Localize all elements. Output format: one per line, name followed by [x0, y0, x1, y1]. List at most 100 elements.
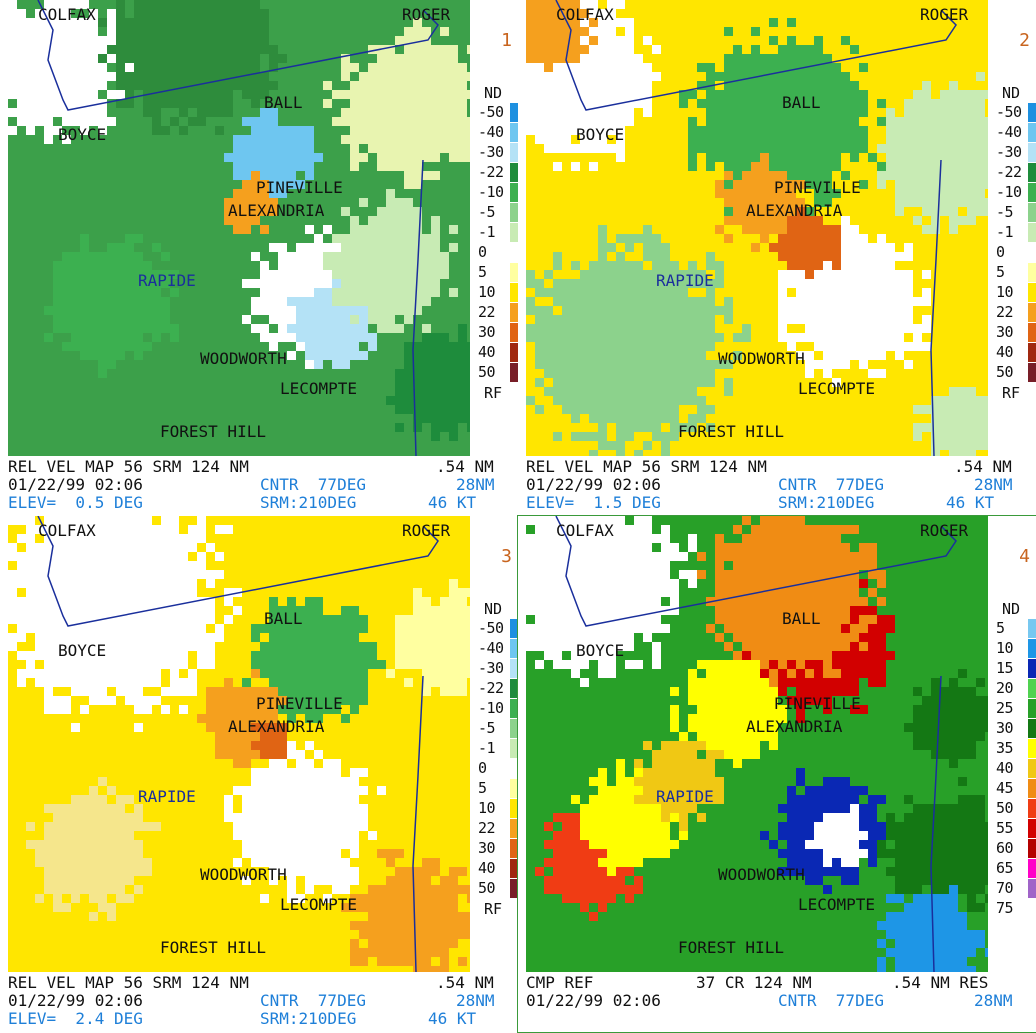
- place-label-colfax: COLFAX: [556, 5, 614, 24]
- legend-label: 50: [996, 799, 1014, 817]
- legend-swatch: [510, 223, 518, 242]
- place-label-woodworth: WOODWORTH: [200, 349, 287, 368]
- panel-number: 4: [1019, 546, 1030, 567]
- legend-swatch: [1028, 323, 1036, 342]
- legend-row: -5: [986, 202, 1036, 222]
- place-label-forest-hill: FOREST HILL: [160, 938, 266, 957]
- legend-row: 55: [986, 818, 1036, 838]
- center-label: CNTR 77DEG: [260, 991, 366, 1010]
- legend-row: 50: [468, 878, 518, 898]
- legend-row: 5: [468, 262, 518, 282]
- legend-swatch: [1028, 163, 1036, 182]
- legend-label: 20: [996, 679, 1014, 697]
- map-area[interactable]: COLFAX ROGER BALL BOYCE PINEVILLE ALEXANDRIA R…: [8, 516, 470, 972]
- place-label-boyce: BOYCE: [576, 641, 624, 660]
- legend-swatch: [510, 363, 518, 382]
- legend-swatch: [1028, 879, 1036, 898]
- radar-panel-4[interactable]: COLFAX ROGER BALL BOYCE PINEVILLE ALEXANDRIA R…: [517, 515, 1036, 1033]
- legend-swatch: [510, 283, 518, 302]
- legend-swatch: [1028, 143, 1036, 162]
- legend-swatch: [1028, 679, 1036, 698]
- legend-swatch: [1028, 263, 1036, 282]
- radar-panel-3[interactable]: COLFAX ROGER BALL BOYCE PINEVILLE ALEXANDRIA R…: [0, 516, 518, 1032]
- resolution-label: .54 NM: [436, 457, 494, 476]
- place-label-lecompte: LECOMPTE: [798, 895, 875, 914]
- map-area[interactable]: COLFAX ROGER BALL BOYCE PINEVILLE ALEXANDRIA R…: [526, 516, 988, 972]
- legend-row: -30: [468, 658, 518, 678]
- product-label: REL VEL MAP 56 SRM 124 NM: [526, 457, 767, 476]
- legend-swatch: [510, 679, 518, 698]
- place-label-forest-hill: FOREST HILL: [678, 938, 784, 957]
- legend-row: 15: [986, 658, 1036, 678]
- place-label-alexandria: ALEXANDRIA: [746, 201, 843, 220]
- legend-label: -5: [478, 719, 496, 737]
- product-label: REL VEL MAP 56 SRM 124 NM: [8, 457, 249, 476]
- place-label-ball: BALL: [264, 93, 303, 112]
- legend-swatch: [1028, 699, 1036, 718]
- panel-number: 1: [501, 30, 512, 51]
- legend-label: -10: [478, 183, 504, 201]
- legend-row: -5: [468, 202, 518, 222]
- legend-row: -22: [986, 162, 1036, 182]
- place-label-rapide: RAPIDE: [656, 271, 714, 290]
- legend-label: 50: [478, 363, 496, 381]
- legend-row: 30: [986, 718, 1036, 738]
- place-label-ball: BALL: [782, 93, 821, 112]
- color-legend: ND 5 10 15 20 25 30 35 40 45 50 55 60 65 70 75: [986, 600, 1036, 918]
- place-label-woodworth: WOODWORTH: [200, 865, 287, 884]
- legend-swatch: [1028, 799, 1036, 818]
- map-area[interactable]: COLFAX ROGER BALL BOYCE PINEVILLE ALEXANDRIA R…: [526, 0, 988, 456]
- legend-row: -5: [468, 718, 518, 738]
- legend-label: 22: [478, 303, 496, 321]
- legend-label: -1: [478, 739, 496, 757]
- legend-swatch: [510, 343, 518, 362]
- center-label: CNTR 77DEG: [260, 475, 366, 494]
- legend-row: 40: [468, 342, 518, 362]
- legend-label: 25: [996, 699, 1014, 717]
- place-label-lecompte: LECOMPTE: [280, 379, 357, 398]
- legend-label: 5: [478, 779, 487, 797]
- legend-swatch: [1028, 739, 1036, 758]
- legend-swatch: [510, 839, 518, 858]
- legend-label: -1: [996, 223, 1014, 241]
- legend-swatch: [1028, 243, 1036, 262]
- legend-label: 10: [996, 639, 1014, 657]
- map-area[interactable]: COLFAX ROGER BALL BOYCE PINEVILLE ALEXANDRIA R…: [8, 0, 470, 456]
- srm-label: SRM:210DEG: [260, 1009, 357, 1028]
- radar-panel-2[interactable]: COLFAX ROGER BALL BOYCE PINEVILLE ALEXANDRIA R…: [518, 0, 1036, 516]
- legend-row: 50: [986, 798, 1036, 818]
- legend-row: -10: [986, 182, 1036, 202]
- legend-label: 50: [478, 879, 496, 897]
- srm-label: SRM:210DEG: [260, 493, 357, 512]
- legend-swatch: [510, 739, 518, 758]
- legend-label: 5: [478, 263, 487, 281]
- legend-row: 10: [468, 282, 518, 302]
- place-label-roger: ROGER: [402, 521, 451, 540]
- radar-panel-1[interactable]: COLFAX ROGER BALL BOYCE PINEVILLE ALEXANDRIA R…: [0, 0, 518, 516]
- elevation-label: ELEV= 0.5 DEG: [8, 493, 143, 512]
- legend-no-data-label: ND: [484, 600, 503, 618]
- legend-no-data-label: ND: [484, 84, 503, 102]
- legend-rf-label: RF: [484, 900, 503, 918]
- legend-swatch: [1028, 639, 1036, 658]
- legend-row: 40: [986, 758, 1036, 778]
- legend-label: 40: [996, 759, 1014, 777]
- legend-swatch: [1028, 719, 1036, 738]
- legend-row: 22: [986, 302, 1036, 322]
- place-label-lecompte: LECOMPTE: [280, 895, 357, 914]
- place-label-boyce: BOYCE: [576, 125, 624, 144]
- legend-row: 22: [468, 302, 518, 322]
- legend-swatch: [510, 303, 518, 322]
- legend-row: -30: [468, 142, 518, 162]
- legend-row: -30: [986, 142, 1036, 162]
- legend-swatch: [1028, 779, 1036, 798]
- legend-row: 60: [986, 838, 1036, 858]
- legend-row: 40: [468, 858, 518, 878]
- legend-label: -30: [478, 143, 504, 161]
- legend-label: -50: [996, 103, 1022, 121]
- legend-swatch: [1028, 619, 1036, 638]
- legend-row: -40: [468, 122, 518, 142]
- legend-label: -50: [478, 103, 504, 121]
- legend-label: -40: [996, 123, 1022, 141]
